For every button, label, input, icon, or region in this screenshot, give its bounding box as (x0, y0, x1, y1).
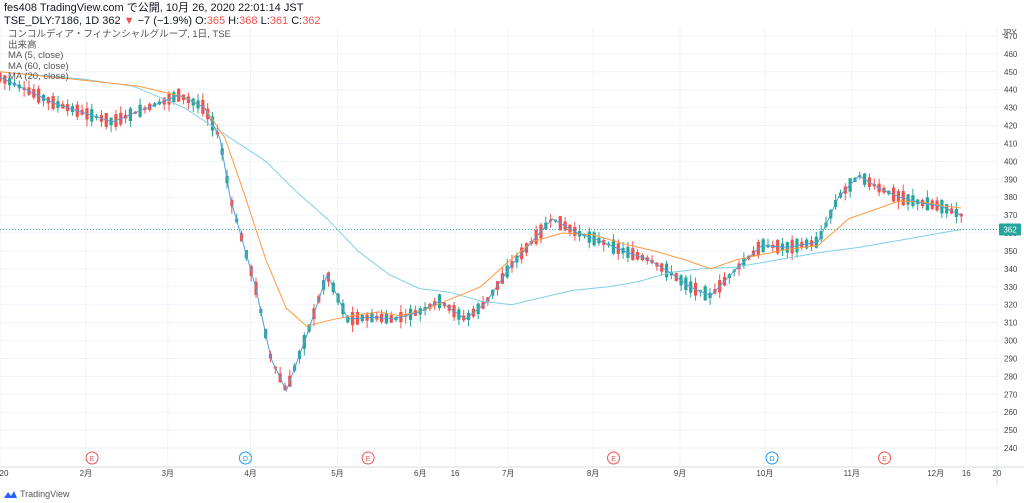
event-label: D (770, 456, 775, 463)
y-tick-label: 380 (1004, 193, 1018, 202)
last-price: 362 (102, 15, 121, 27)
y-tick-label: 450 (1004, 68, 1018, 77)
y-tick-label: 440 (1004, 86, 1018, 95)
y-tick-label: 460 (1004, 50, 1018, 59)
y-tick-label: 270 (1004, 390, 1018, 399)
y-tick-label: 350 (1004, 247, 1018, 256)
price-chart[interactable]: 2402502602702802903003103203303403503603… (0, 27, 1024, 485)
close-value: 362 (302, 15, 321, 27)
y-tick-label: 400 (1004, 157, 1018, 166)
price-change: −7 (−1.9%) (137, 15, 193, 27)
y-tick-label: 250 (1004, 426, 1018, 435)
open-value: 365 (206, 15, 226, 27)
candles (0, 71, 963, 391)
y-tick-label: 390 (1004, 175, 1018, 184)
symbol-label: TSE_DLY:7186, 1D (4, 15, 100, 27)
y-tick-label: 430 (1004, 104, 1018, 113)
y-tick-label: 320 (1004, 301, 1018, 310)
ma60-line (0, 71, 962, 306)
y-tick-label: 310 (1004, 319, 1018, 328)
ma5-line (0, 76, 962, 392)
ma20-line (0, 71, 962, 327)
legend-ma20[interactable]: MA (20, close) (8, 71, 69, 82)
x-tick-label: 5月 (331, 469, 343, 478)
y-tick-label: 410 (1004, 139, 1018, 148)
chart-header: fes408 TradingView.com で公開, 10月 26, 2020… (4, 2, 321, 28)
open-label: O: (195, 15, 207, 27)
x-tick-label: 7月 (502, 469, 514, 478)
change-down-icon: ▼ (123, 15, 135, 27)
x-tick-label: 10月 (756, 469, 773, 478)
event-label: E (366, 456, 371, 463)
event-label: E (90, 456, 95, 463)
ohlc-row: TSE_DLY:7186, 1D 362 ▼ −7 (−1.9%) O:365 … (4, 15, 321, 28)
x-tick-label: 20 (993, 469, 1002, 478)
high-label: H: (228, 15, 240, 27)
x-tick-label: 20 (0, 469, 9, 478)
y-tick-label: 260 (1004, 408, 1018, 417)
earnings-marker (85, 451, 99, 465)
x-tick-label: 8月 (587, 469, 599, 478)
indicator-legend: コンコルディア・フィナンシャルグループ, 1日, TSE 出来高 MA (5, … (8, 29, 231, 83)
x-tick-label: 2月 (80, 469, 92, 478)
current-price-tag (999, 223, 1021, 236)
y-tick-label: 420 (1004, 122, 1018, 131)
legend-ma5[interactable]: MA (5, close) (8, 50, 64, 61)
x-tick-label: 16 (962, 469, 971, 478)
low-label: L: (260, 15, 270, 27)
x-tick-label: 9月 (674, 469, 686, 478)
y-tick-label: 470 (1004, 32, 1018, 41)
y-tick-label: 330 (1004, 283, 1018, 292)
legend-volume[interactable]: 出来高 (8, 39, 37, 51)
earnings-marker (361, 451, 375, 465)
y-tick-label: 240 (1004, 444, 1018, 453)
dividend-marker (238, 451, 252, 465)
publish-info: fes408 TradingView.com で公開, 10月 26, 2020… (4, 2, 304, 14)
event-label: D (243, 456, 248, 463)
y-tick-label: 370 (1004, 211, 1018, 220)
close-label: C: (291, 15, 303, 27)
y-tick-label: 290 (1004, 354, 1018, 363)
legend-ma60[interactable]: MA (60, close) (8, 60, 69, 72)
legend-title[interactable]: コンコルディア・フィナンシャルグループ, 1日, TSE (8, 29, 231, 40)
earnings-marker (607, 451, 621, 465)
current-price-label: 362 (1003, 225, 1017, 234)
earnings-marker (878, 451, 892, 465)
footer: TradingView (4, 489, 70, 499)
low-value: 361 (269, 15, 289, 27)
tradingview-logo-icon (4, 490, 17, 499)
event-label: E (611, 456, 616, 463)
y-tick-label: 280 (1004, 372, 1018, 381)
dividend-marker (765, 451, 779, 465)
event-label: E (882, 456, 887, 463)
high-value: 368 (239, 15, 258, 27)
y-axis-unit: JPY (1002, 28, 1017, 37)
candle-body (959, 213, 963, 217)
y-tick-label: 340 (1004, 265, 1018, 274)
brand-label: TradingView (20, 489, 70, 499)
x-tick-label: 6月 (414, 469, 426, 478)
x-tick-label: 16 (451, 469, 460, 478)
x-tick-label: 4月 (244, 469, 256, 478)
x-tick-label: 12月 (927, 469, 944, 478)
x-tick-label: 11月 (844, 469, 860, 478)
x-tick-label: 3月 (161, 469, 173, 478)
y-tick-label: 300 (1004, 337, 1018, 346)
